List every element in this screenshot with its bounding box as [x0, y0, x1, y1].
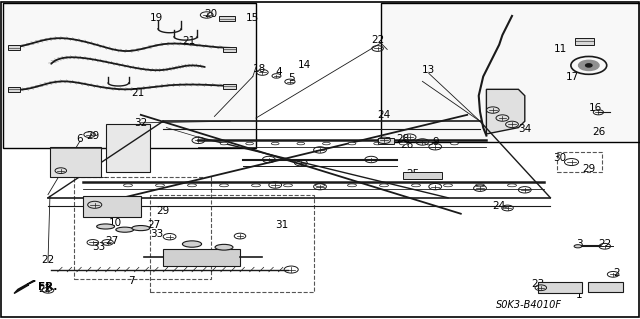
Text: 25: 25	[406, 169, 419, 179]
Text: 29: 29	[582, 164, 595, 174]
Bar	[150, 195, 314, 292]
Ellipse shape	[220, 142, 228, 145]
Text: 32: 32	[134, 118, 147, 128]
Bar	[575, 38, 594, 45]
Polygon shape	[486, 89, 525, 134]
Text: 24: 24	[493, 201, 506, 211]
Text: S0K3-B4010F: S0K3-B4010F	[496, 300, 562, 310]
Text: 28: 28	[397, 134, 410, 144]
Text: 24: 24	[378, 110, 390, 120]
Bar	[163, 249, 240, 266]
Ellipse shape	[425, 142, 433, 145]
Bar	[381, 3, 640, 142]
Bar	[403, 172, 442, 179]
Ellipse shape	[508, 184, 516, 187]
Polygon shape	[106, 124, 150, 172]
Text: 14: 14	[298, 60, 310, 70]
Text: 9: 9	[432, 137, 438, 147]
Text: 3: 3	[576, 239, 582, 249]
Text: 21: 21	[131, 87, 144, 98]
Ellipse shape	[444, 184, 452, 187]
Ellipse shape	[220, 184, 228, 187]
Text: 17: 17	[566, 71, 579, 82]
Ellipse shape	[97, 224, 115, 229]
Text: 29: 29	[157, 205, 170, 216]
Bar	[3, 3, 256, 148]
Text: 20: 20	[205, 9, 218, 19]
Bar	[223, 84, 236, 88]
Ellipse shape	[297, 142, 305, 145]
Ellipse shape	[271, 142, 279, 145]
Bar	[74, 177, 211, 279]
Text: 26: 26	[592, 127, 605, 137]
Ellipse shape	[188, 184, 196, 187]
Ellipse shape	[284, 184, 292, 187]
Text: FR.: FR.	[38, 282, 58, 292]
Ellipse shape	[451, 142, 458, 145]
Circle shape	[586, 64, 592, 67]
Text: 1: 1	[576, 290, 582, 300]
Text: 31: 31	[275, 220, 288, 230]
Ellipse shape	[116, 227, 134, 232]
Bar	[378, 138, 394, 144]
Text: 4: 4	[275, 67, 282, 77]
Ellipse shape	[323, 142, 330, 145]
Circle shape	[579, 60, 599, 70]
Text: 22: 22	[38, 284, 51, 294]
Ellipse shape	[124, 184, 132, 187]
Bar	[538, 282, 582, 293]
Ellipse shape	[574, 245, 582, 248]
Ellipse shape	[252, 184, 260, 187]
Text: 18: 18	[253, 63, 266, 74]
Bar	[8, 87, 20, 92]
Bar	[557, 152, 602, 172]
Text: 27: 27	[147, 220, 160, 230]
Text: 33: 33	[150, 229, 163, 240]
Ellipse shape	[156, 184, 164, 187]
Text: 27: 27	[106, 236, 118, 246]
Text: 6: 6	[77, 134, 83, 144]
Bar	[219, 16, 236, 21]
Text: 10: 10	[109, 218, 122, 228]
Ellipse shape	[215, 244, 233, 250]
Bar	[83, 196, 141, 217]
Text: 21: 21	[182, 36, 195, 47]
Text: 22: 22	[42, 255, 54, 265]
Text: 8: 8	[384, 137, 390, 147]
Ellipse shape	[246, 142, 253, 145]
Ellipse shape	[132, 226, 150, 231]
Ellipse shape	[182, 241, 202, 247]
Text: 23: 23	[531, 279, 544, 289]
Text: 7: 7	[128, 276, 134, 286]
Text: 16: 16	[589, 103, 602, 114]
Ellipse shape	[348, 142, 356, 145]
Text: 2: 2	[613, 268, 620, 278]
Bar	[588, 282, 623, 292]
Ellipse shape	[316, 184, 324, 187]
Text: 22: 22	[371, 35, 384, 45]
Text: 11: 11	[554, 44, 566, 55]
Polygon shape	[14, 281, 35, 293]
Bar	[223, 47, 236, 52]
Ellipse shape	[412, 184, 420, 187]
Text: 33: 33	[93, 242, 106, 252]
Text: 19: 19	[150, 12, 163, 23]
Text: 13: 13	[422, 65, 435, 75]
Ellipse shape	[380, 184, 388, 187]
Text: 5: 5	[288, 73, 294, 83]
Text: 22: 22	[598, 239, 611, 249]
Text: 26: 26	[400, 140, 413, 150]
Text: 29: 29	[86, 130, 99, 141]
Ellipse shape	[399, 142, 407, 145]
Ellipse shape	[476, 184, 484, 187]
Ellipse shape	[348, 184, 356, 187]
Text: 15: 15	[246, 12, 259, 23]
Ellipse shape	[374, 142, 381, 145]
Text: 30: 30	[554, 153, 566, 163]
Text: 34: 34	[518, 124, 531, 134]
Bar	[50, 147, 101, 177]
Bar	[8, 45, 20, 50]
